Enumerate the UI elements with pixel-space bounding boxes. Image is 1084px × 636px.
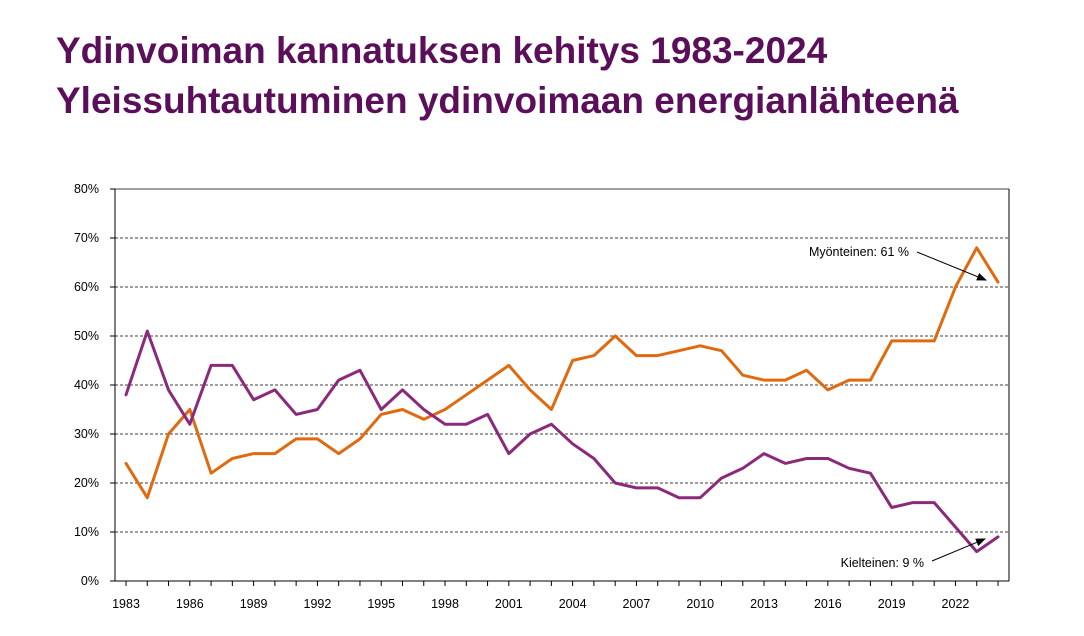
x-tick-label: 1998 bbox=[431, 597, 459, 611]
y-tick-label: 0% bbox=[81, 574, 99, 588]
x-tick-label: 1983 bbox=[112, 597, 140, 611]
x-tick-label: 1986 bbox=[176, 597, 204, 611]
x-tick-label: 2004 bbox=[559, 597, 587, 611]
annotation-negative-label: Kielteinen: 9 % bbox=[841, 556, 924, 570]
chart-title: Ydinvoiman kannatuksen kehitys 1983-2024 bbox=[56, 30, 828, 71]
y-tick-label: 20% bbox=[74, 476, 99, 490]
annotation-positive-arrow bbox=[916, 251, 987, 281]
x-tick-label: 2013 bbox=[750, 597, 778, 611]
x-tick-label: 1989 bbox=[240, 597, 268, 611]
title-block: Ydinvoiman kannatuksen kehitys 1983-2024… bbox=[56, 26, 959, 126]
x-tick-label: 2019 bbox=[878, 597, 906, 611]
y-tick-label: 50% bbox=[74, 329, 99, 343]
annotation-positive-label: Myönteinen: 61 % bbox=[809, 245, 909, 259]
x-tick-label: 1992 bbox=[304, 597, 332, 611]
x-tick-label: 2022 bbox=[942, 597, 970, 611]
x-tick-label: 2010 bbox=[686, 597, 714, 611]
x-tick-label: 2016 bbox=[814, 597, 842, 611]
x-tick-label: 1995 bbox=[367, 597, 395, 611]
series-line-myönteinen bbox=[124, 246, 1000, 500]
chart-subtitle: Yleissuhtautuminen ydinvoimaan energianl… bbox=[56, 80, 959, 121]
y-tick-label: 80% bbox=[74, 182, 99, 196]
y-tick-label: 70% bbox=[74, 231, 99, 245]
y-tick-label: 10% bbox=[74, 525, 99, 539]
annotation-negative-arrow bbox=[931, 538, 986, 562]
x-tick-label: 2001 bbox=[495, 597, 523, 611]
y-tick-label: 30% bbox=[74, 427, 99, 441]
x-tick-label: 2007 bbox=[623, 597, 651, 611]
y-tick-label: 60% bbox=[74, 280, 99, 294]
series-line-kielteinen bbox=[124, 329, 1000, 554]
y-tick-label: 40% bbox=[74, 378, 99, 392]
